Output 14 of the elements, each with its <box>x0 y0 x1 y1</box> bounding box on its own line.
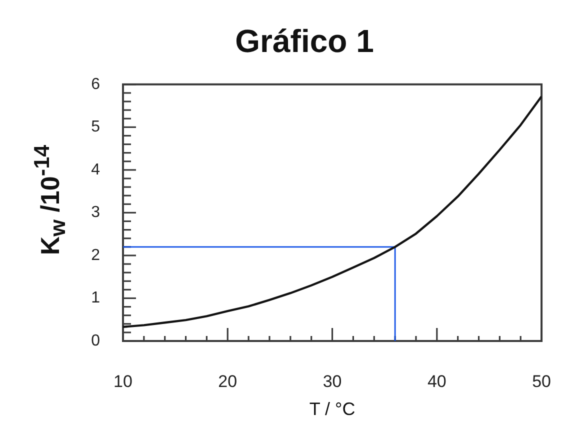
x-tick-label: 30 <box>322 372 342 391</box>
x-tick-label: 10 <box>114 372 132 391</box>
x-tick-label: 50 <box>532 372 552 391</box>
x-tick-label: 20 <box>218 372 238 391</box>
x-axis-title: T / °C <box>309 399 356 420</box>
y-tick-label: 4 <box>91 161 100 178</box>
y-tick-label: 6 <box>91 76 100 93</box>
chart-title: Gráfico 1 <box>235 23 374 60</box>
y-tick-label: 5 <box>91 118 100 136</box>
y-tick-label: 3 <box>91 204 100 222</box>
y-tick-label: 0 <box>91 332 100 350</box>
y-tick-label: 2 <box>91 246 100 264</box>
x-tick-label: 40 <box>427 372 446 391</box>
y-tick-label: 1 <box>91 290 100 307</box>
